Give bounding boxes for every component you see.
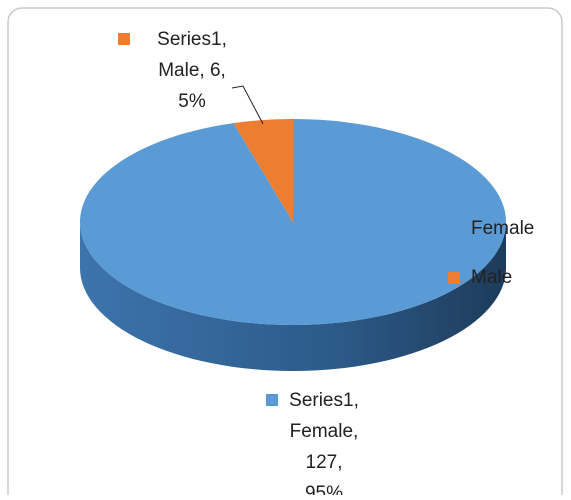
- data-label-marker: [118, 33, 130, 45]
- data-label-marker: [266, 394, 278, 406]
- leader-line: [231, 85, 264, 125]
- data-label: 5%: [178, 91, 206, 112]
- legend-label: Male: [471, 267, 512, 288]
- data-label: Series1,: [157, 29, 227, 50]
- legend-label: Female: [471, 218, 534, 239]
- data-label: 95%: [305, 483, 343, 495]
- pie-slice: [79, 119, 506, 325]
- pie-slice: [233, 119, 293, 222]
- data-label: Male, 6,: [158, 60, 226, 81]
- data-label: Series1,: [289, 390, 359, 411]
- data-label: 127,: [306, 452, 343, 473]
- pie-slice-side: [80, 222, 506, 371]
- data-label: Female,: [290, 421, 359, 442]
- legend-marker: [448, 272, 460, 284]
